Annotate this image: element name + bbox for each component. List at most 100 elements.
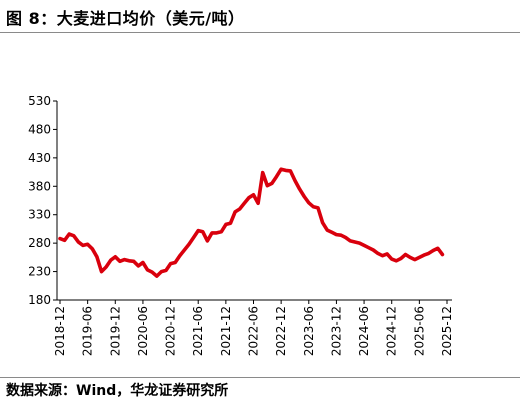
data-point	[431, 249, 435, 252]
data-point	[123, 258, 126, 261]
data-point	[183, 248, 186, 252]
data-point	[238, 207, 242, 211]
data-point	[265, 184, 269, 188]
data-point	[261, 171, 265, 175]
data-point	[348, 239, 352, 243]
source-divider	[0, 377, 520, 378]
data-point	[169, 262, 173, 265]
data-point	[371, 248, 375, 252]
data-point	[81, 244, 85, 247]
data-point	[90, 247, 94, 251]
data-point	[385, 252, 389, 256]
data-point	[215, 231, 219, 235]
y-tick-label: 230	[28, 265, 51, 279]
data-point	[427, 252, 430, 255]
data-point	[408, 256, 412, 259]
data-point	[132, 259, 136, 263]
x-tick-label: 2023-12	[329, 306, 343, 356]
data-point	[312, 205, 315, 209]
y-tick-label: 480	[28, 122, 51, 136]
data-point	[104, 265, 108, 269]
data-point	[441, 253, 444, 256]
y-tick-label: 180	[28, 293, 51, 307]
data-point	[325, 228, 329, 232]
plot-area	[58, 167, 445, 278]
data-point	[376, 252, 380, 255]
data-point	[404, 253, 407, 256]
data-point	[335, 233, 338, 237]
x-tick-label: 2024-06	[357, 306, 371, 356]
data-point	[118, 259, 122, 263]
data-point	[302, 195, 306, 198]
x-tick-label: 2024-12	[385, 306, 399, 356]
data-point	[242, 201, 246, 205]
y-tick-label: 330	[28, 208, 51, 222]
x-tick-label: 2023-06	[302, 306, 316, 356]
x-tick-label: 2018-12	[53, 306, 67, 356]
x-tick-label: 2021-12	[219, 306, 233, 356]
data-point	[164, 269, 168, 272]
x-tick-label: 2019-06	[81, 306, 95, 356]
source-note: 数据来源：Wind，华龙证券研究所	[6, 383, 229, 399]
y-tick-label: 430	[28, 151, 51, 165]
data-point	[362, 244, 366, 247]
data-point	[206, 239, 209, 243]
data-point	[394, 259, 398, 263]
x-tick-label: 2020-12	[164, 306, 178, 356]
data-point	[367, 246, 371, 250]
data-point	[67, 232, 71, 236]
data-point	[289, 169, 292, 173]
data-point	[353, 240, 357, 244]
data-point	[413, 258, 417, 261]
data-point	[150, 270, 154, 274]
data-point	[275, 175, 278, 179]
data-point	[229, 221, 232, 225]
data-point	[330, 230, 334, 234]
data-point	[339, 233, 343, 237]
x-tick-label: 2019-12	[108, 306, 122, 356]
data-point	[247, 196, 251, 200]
data-point	[201, 230, 205, 234]
data-point	[72, 234, 76, 238]
x-tick-label: 2025-12	[440, 306, 454, 356]
data-point	[436, 246, 440, 250]
data-point	[196, 229, 200, 233]
data-point	[321, 221, 324, 225]
y-tick-label: 530	[28, 94, 51, 108]
data-point	[381, 254, 384, 258]
data-point	[252, 193, 255, 197]
y-tick-label: 380	[28, 179, 51, 193]
data-point	[210, 231, 214, 235]
data-point	[233, 210, 237, 214]
data-point	[256, 201, 260, 205]
data-point	[100, 270, 103, 273]
data-point	[136, 264, 140, 268]
data-point	[160, 270, 163, 273]
data-point	[390, 257, 394, 261]
figure-title: 图 8：大麦进口均价（美元/吨）	[6, 9, 245, 28]
data-point	[219, 230, 223, 234]
series-line	[58, 167, 445, 278]
data-point	[192, 236, 196, 239]
x-tick-label: 2022-12	[274, 306, 288, 356]
data-point	[141, 261, 145, 264]
data-point	[86, 242, 89, 246]
data-point	[293, 179, 297, 183]
data-point	[113, 255, 117, 259]
data-point	[109, 258, 113, 262]
data-point	[77, 240, 80, 244]
data-point	[358, 241, 361, 245]
data-point	[270, 182, 274, 185]
data-point	[316, 206, 320, 210]
data-point	[422, 253, 426, 257]
data-point	[58, 237, 62, 241]
data-point	[418, 256, 421, 259]
x-tick-label: 2022-06	[247, 306, 261, 356]
data-point	[63, 238, 66, 242]
data-point	[224, 223, 228, 226]
data-point	[146, 268, 149, 272]
data-point	[344, 236, 347, 239]
title-divider	[0, 32, 520, 33]
